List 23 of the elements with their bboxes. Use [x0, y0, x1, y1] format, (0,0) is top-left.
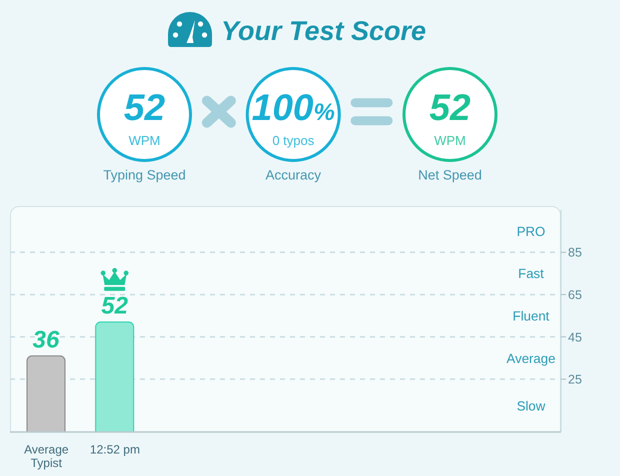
data-label: 36 [32, 326, 60, 354]
text: 52 [429, 87, 471, 128]
annotation: Slow [516, 398, 546, 414]
y-tick-label: 85 [568, 246, 582, 260]
x-tick-label: 12:52 pm [90, 442, 140, 456]
text: 100% [252, 87, 335, 128]
x-tick-label: Average Typist [24, 442, 69, 470]
y-tick-label: 65 [568, 288, 582, 302]
annotation: Average [506, 350, 556, 366]
text: WPM [434, 133, 466, 148]
annotation: Fast [518, 266, 544, 282]
y-tick-label: 25 [568, 372, 582, 387]
text: 52 [124, 87, 166, 128]
text: Your Test Score [221, 16, 426, 46]
category-label: Net Speed [418, 168, 482, 182]
data-label: 52 [101, 292, 129, 320]
y-tick-label: 45 [568, 330, 582, 344]
category-label: Typing Speed [103, 168, 186, 182]
text: WPM [128, 133, 160, 148]
category-label: Accuracy [266, 168, 322, 182]
text: 0 typos [272, 133, 315, 148]
annotation: Fluent [512, 308, 550, 324]
annotation: PRO [516, 224, 546, 239]
